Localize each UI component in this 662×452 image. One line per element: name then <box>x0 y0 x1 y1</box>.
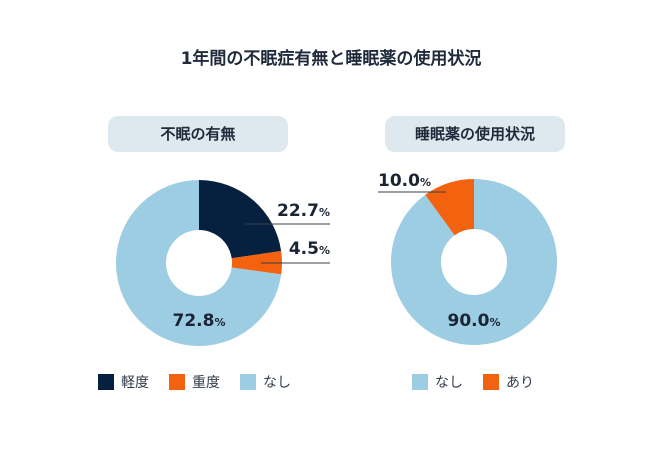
legend-item-mild: 軽度 <box>98 372 149 392</box>
chart-title-insomnia: 不眠の有無 <box>108 116 288 152</box>
legend-label-mild: 軽度 <box>121 375 149 391</box>
donut0-slice-1 <box>231 251 282 275</box>
donut1-slice-0 <box>390 179 557 345</box>
legend-sleeping-pills: なし あり <box>412 372 554 392</box>
donut0-slice-0 <box>199 180 282 259</box>
donut0-slice-2 <box>116 180 282 347</box>
chart-title-sleeping-pills: 睡眠薬の使用状況 <box>385 116 565 152</box>
legend-item-none: なし <box>240 372 291 392</box>
donut0-value-label-1: 4.5% <box>289 239 330 259</box>
legend-item-pills-none: なし <box>412 372 463 392</box>
legend-label-pills-none: なし <box>435 375 463 391</box>
legend-label-severe: 重度 <box>192 375 220 391</box>
legend-swatch-pills-none <box>412 374 428 390</box>
donut1-value-label-1: 10.0% <box>378 171 431 191</box>
legend-swatch-mild <box>98 374 114 390</box>
donut1-value-label-0: 90.0% <box>448 311 501 331</box>
legend-label-none: なし <box>263 375 291 391</box>
legend-insomnia: 軽度 重度 なし <box>98 372 311 392</box>
legend-item-severe: 重度 <box>169 372 220 392</box>
legend-swatch-severe <box>169 374 185 390</box>
donut1-slice-1 <box>425 179 474 236</box>
legend-label-pills-yes: あり <box>506 375 534 391</box>
donut0-value-label-0: 22.7% <box>277 201 330 221</box>
legend-swatch-pills-yes <box>483 374 499 390</box>
donut0-value-label-2: 72.8% <box>173 311 226 331</box>
legend-swatch-none <box>240 374 256 390</box>
page-title: 1年間の不眠症有無と睡眠薬の使用状況 <box>180 49 482 69</box>
legend-item-pills-yes: あり <box>483 372 534 392</box>
